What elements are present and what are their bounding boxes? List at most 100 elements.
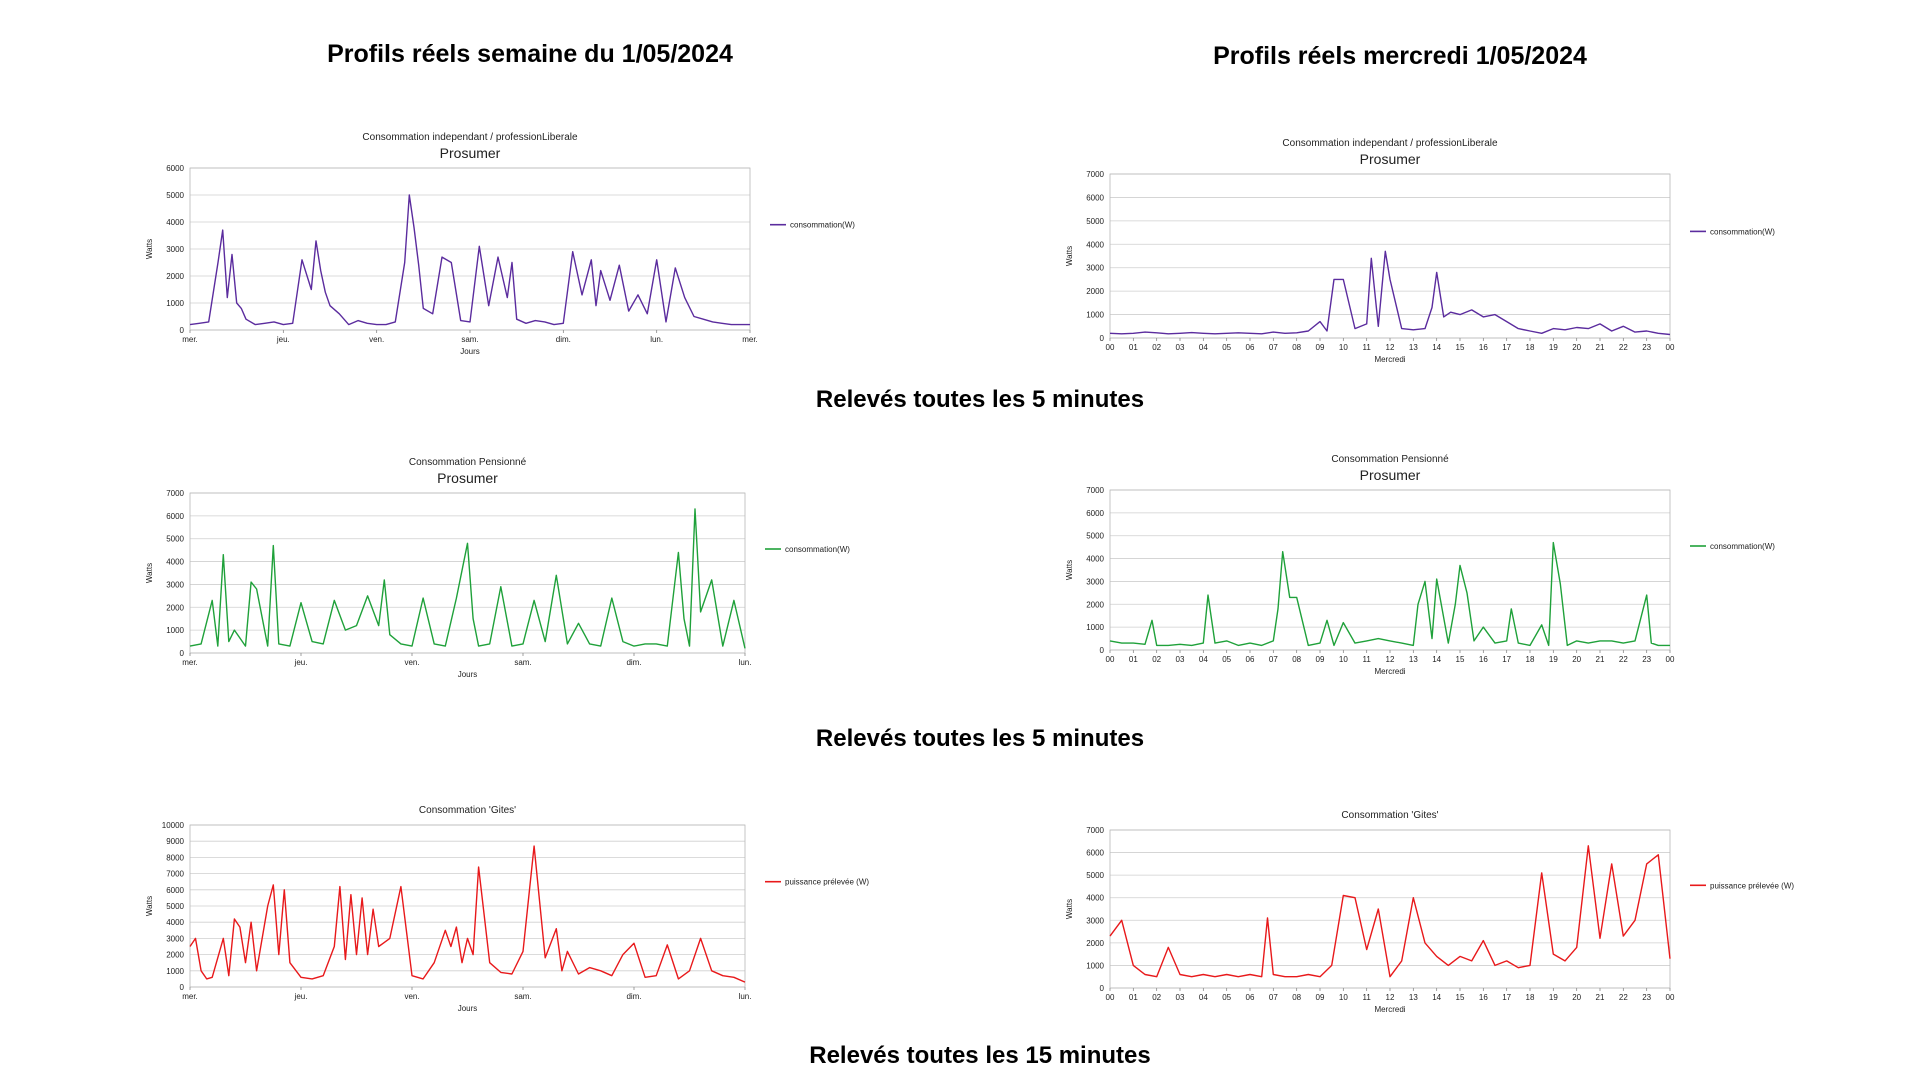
chart-6-xtick-label: 20 — [1572, 993, 1581, 1002]
chart-2-xtick-label: 03 — [1176, 343, 1185, 352]
chart-1-ylabel: Watts — [145, 239, 154, 259]
chart-5-legend-label: puissance prélevée (W) — [785, 878, 869, 887]
chart-4-xtick-label: 05 — [1222, 655, 1231, 664]
chart-independant-day: Consommation independant / professionLib… — [1030, 132, 1790, 372]
chart-1-xtick-label: ven. — [369, 335, 384, 344]
chart-2-xtick-label: 19 — [1549, 343, 1558, 352]
chart-2-ytick-label: 2000 — [1086, 287, 1104, 296]
chart-4-xtick-label: 19 — [1549, 655, 1558, 664]
chart-6-xtick-label: 08 — [1292, 993, 1301, 1002]
chart-2-subtitle: Prosumer — [1360, 151, 1421, 167]
chart-2-xlabel: Mercredi — [1374, 355, 1405, 364]
chart-4-xtick-label: 10 — [1339, 655, 1348, 664]
chart-4-ytick-label: 7000 — [1086, 486, 1104, 495]
chart-2-xtick-label: 04 — [1199, 343, 1208, 352]
chart-3-xtick-label: jeu. — [294, 658, 308, 667]
chart-pensionne-day: Consommation Pensionné Prosumer 0 1000 2000 3… — [1030, 445, 1790, 685]
chart-5-plot-frame — [189, 824, 746, 988]
chart-4-ytick-label: 3000 — [1086, 577, 1104, 586]
chart-2-xtick-label: 06 — [1246, 343, 1255, 352]
chart-2-xtick-label: 11 — [1363, 343, 1372, 352]
chart-1-xtick-label: dim. — [556, 335, 571, 344]
chart-6-xlabel: Mercredi — [1374, 1005, 1405, 1014]
chart-5-series-line — [189, 845, 746, 983]
chart-3-xtick-label: sam. — [514, 658, 531, 667]
chart-5-ytick-label: 4000 — [166, 918, 184, 927]
chart-3-ytick-label: 7000 — [166, 489, 184, 498]
chart-2-plot-frame — [1109, 173, 1671, 339]
chart-4-xtick-label: 08 — [1292, 655, 1301, 664]
chart-gites-week: Consommation 'Gites' 0 1000 2000 3000 4000 500… — [130, 805, 870, 1013]
chart-3-xlabel: Jours — [458, 670, 478, 679]
chart-6-xtick-label: 01 — [1129, 993, 1138, 1002]
chart-pensionne-week: Consommation Pensionné Prosumer 0 1000 2000 3… — [130, 445, 870, 685]
chart-3-ytick-label: 3000 — [166, 580, 184, 589]
chart-1-series-line — [189, 194, 750, 326]
chart-2-title: Consommation independant / professionLib… — [1282, 138, 1498, 149]
chart-6-xtick-label: 16 — [1479, 993, 1488, 1002]
chart-4-xtick-label: 04 — [1199, 655, 1208, 664]
chart-6-xtick-label: 05 — [1222, 993, 1231, 1002]
chart-1-legend-label: consommation(W) — [790, 221, 855, 230]
chart-5-ytick-label: 9000 — [166, 837, 184, 846]
chart-4-xtick-label: 17 — [1502, 655, 1511, 664]
chart-4-xtick-label: 00 — [1666, 655, 1675, 664]
chart-4-ytick-label: 4000 — [1086, 555, 1104, 564]
chart-4-xtick-label: 03 — [1176, 655, 1185, 664]
chart-2-xtick-label: 23 — [1642, 343, 1651, 352]
chart-2-xtick-label: 15 — [1456, 343, 1465, 352]
chart-6-xtick-label: 11 — [1363, 993, 1372, 1002]
chart-6-title: Consommation 'Gites' — [1341, 810, 1438, 821]
chart-6-legend-label: puissance prélevée (W) — [1710, 881, 1794, 890]
chart-6-ytick-label: 3000 — [1086, 916, 1104, 925]
chart-2-xtick-label: 22 — [1619, 343, 1628, 352]
chart-6-xtick-label: 15 — [1456, 993, 1465, 1002]
chart-2-xtick-label: 00 — [1106, 343, 1115, 352]
chart-2-xtick-label: 10 — [1339, 343, 1348, 352]
chart-5-xtick-label: jeu. — [294, 992, 308, 1001]
chart-4-xtick-label: 15 — [1456, 655, 1465, 664]
chart-6-xtick-label: 04 — [1199, 993, 1208, 1002]
chart-2-ytick-label: 0 — [1100, 334, 1105, 343]
chart-1-ytick-label: 4000 — [166, 218, 184, 227]
chart-6-ytick-label: 4000 — [1086, 894, 1104, 903]
chart-2-ytick-label: 6000 — [1086, 193, 1104, 202]
chart-5-ytick-label: 10000 — [162, 821, 185, 830]
chart-6-ytick-label: 0 — [1100, 984, 1105, 993]
chart-3-ytick-label: 4000 — [166, 558, 184, 567]
chart-2-legend-label: consommation(W) — [1710, 227, 1775, 236]
chart-2-xtick-label: 02 — [1152, 343, 1161, 352]
chart-2-xtick-label: 05 — [1222, 343, 1231, 352]
chart-5-xtick-label: ven. — [404, 992, 419, 1001]
chart-2-xtick-label: 14 — [1432, 343, 1441, 352]
chart-1-xtick-label: mer. — [742, 335, 758, 344]
chart-4-xtick-label: 11 — [1363, 655, 1372, 664]
chart-2-xtick-label: 09 — [1316, 343, 1325, 352]
chart-1-ytick-label: 0 — [180, 326, 185, 335]
chart-3-ytick-label: 0 — [180, 649, 185, 658]
chart-4-xtick-label: 23 — [1642, 655, 1651, 664]
chart-5-xtick-label: mer. — [182, 992, 198, 1001]
chart-6-xtick-label: 10 — [1339, 993, 1348, 1002]
chart-2-xtick-label: 00 — [1666, 343, 1675, 352]
chart-6-xtick-label: 12 — [1386, 993, 1395, 1002]
chart-2-xtick-label: 12 — [1386, 343, 1395, 352]
chart-1-xlabel: Jours — [460, 347, 480, 356]
chart-3-series-line — [189, 508, 746, 649]
chart-1-xtick-label: sam. — [461, 335, 478, 344]
chart-3-xtick-label: lun. — [739, 658, 752, 667]
chart-3-xtick-label: mer. — [182, 658, 198, 667]
chart-3-legend-label: consommation(W) — [785, 545, 850, 554]
chart-2-ytick-label: 3000 — [1086, 264, 1104, 273]
chart-1-ytick-label: 5000 — [166, 191, 184, 200]
chart-4-xtick-label: 09 — [1316, 655, 1325, 664]
chart-6-xtick-label: 03 — [1176, 993, 1185, 1002]
chart-gites-day: Consommation 'Gites' 0 1000 2000 3000 4000 500… — [1030, 805, 1794, 1014]
chart-4-xtick-label: 14 — [1432, 655, 1441, 664]
chart-4-xtick-label: 06 — [1246, 655, 1255, 664]
chart-2-ytick-label: 4000 — [1086, 240, 1104, 249]
chart-4-xtick-label: 21 — [1596, 655, 1605, 664]
chart-2-series-line — [1109, 250, 1671, 336]
chart-2-xtick-label: 20 — [1572, 343, 1581, 352]
chart-2-xtick-label: 08 — [1292, 343, 1301, 352]
